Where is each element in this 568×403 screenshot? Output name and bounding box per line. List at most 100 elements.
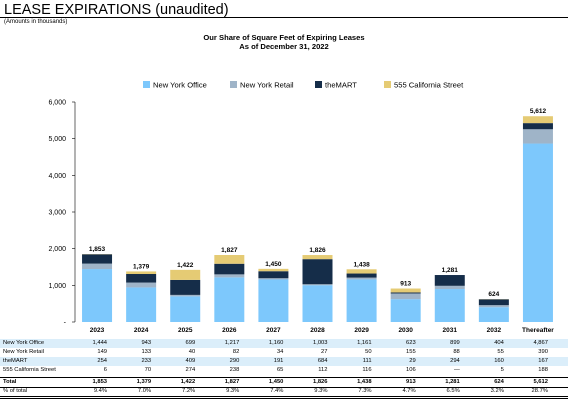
table-percent-row-cell: 4.7% [402, 388, 416, 394]
bar-total-label: 5,612 [530, 108, 547, 115]
legend-swatch-2 [315, 81, 322, 88]
table-total-row-cell: 1,853 [92, 379, 108, 385]
bar-total-label: 1,379 [133, 263, 150, 270]
table-row-cell: 149 [97, 349, 108, 355]
table-row: New York Office 1,444 943 699 1,217 1,160 1,00… [0, 339, 568, 348]
bar-segment-2 [126, 274, 157, 283]
bar-segment-0 [258, 279, 289, 322]
table-row-cell: 191 [273, 358, 284, 364]
x-tick-label: 2024 [134, 327, 149, 334]
table-row-cell: 50 [365, 349, 372, 355]
table-total-row-label: Total [3, 379, 17, 385]
table-row: theMART 254 233 409 290 191 684 111 29 294 160 167 [0, 357, 568, 366]
table-row-cell: 290 [229, 358, 240, 364]
legend-swatch-0 [143, 81, 150, 88]
table-percent-row-cell: 7.4% [270, 388, 284, 394]
bar-segment-2 [170, 279, 201, 295]
bar-total-label: 1,422 [177, 262, 194, 269]
table-row-cell: 254 [97, 358, 108, 364]
legend-swatch-1 [230, 81, 237, 88]
x-tick-label: 2025 [178, 327, 193, 334]
table-total-row: Total 1,853 1,379 1,422 1,827 1,450 1,826 1,438… [0, 377, 568, 388]
table-row-cell: 106 [406, 367, 416, 373]
y-tick-label: - [64, 320, 67, 327]
bar-segment-0 [346, 279, 377, 322]
legend-label-2: theMART [325, 81, 357, 90]
table-row-cell: 40 [188, 349, 196, 355]
page-title: LEASE EXPIRATIONS (unaudited) [4, 2, 229, 18]
table-row-cell: 167 [538, 358, 548, 364]
bar-segment-1 [346, 277, 377, 280]
y-tick-label: 2,000 [48, 246, 66, 253]
x-tick-label: 2032 [487, 327, 502, 334]
table-row-label: 555 California Street [3, 367, 56, 373]
table-total-row-cell: 1,827 [224, 379, 240, 385]
table-row-cell: 65 [276, 367, 284, 373]
table-total-row-cell: 1,379 [136, 379, 152, 385]
bar-total-label: 1,438 [353, 261, 370, 268]
table-row-cell: 112 [318, 367, 328, 373]
bar-segment-0 [390, 299, 421, 322]
bar-segment-2 [82, 254, 113, 264]
bar-segment-1 [478, 305, 509, 308]
table-row-cell: 294 [450, 358, 460, 364]
table-row-cell: 55 [497, 349, 504, 355]
bar-segment-3 [170, 269, 201, 280]
table-row-cell: 155 [406, 349, 416, 355]
bar-segment-2 [302, 259, 333, 285]
legend-label-3: 555 California Street [394, 81, 464, 90]
bar-segment-2 [434, 275, 465, 286]
bar-segment-0 [170, 296, 201, 322]
table-row-cell: 943 [141, 340, 152, 346]
bar-segment-1 [258, 278, 289, 280]
bar-segment-0 [302, 285, 333, 322]
bar-segment-2 [214, 263, 245, 275]
table-percent-row-cell: 9.4% [93, 388, 108, 394]
bar-segment-3 [214, 255, 245, 264]
bar-total-label: 1,281 [442, 267, 459, 274]
table-percent-row-cell: 9.3% [314, 388, 328, 394]
table-row-cell: 274 [185, 367, 196, 373]
bar-segment-3 [390, 288, 421, 293]
bar-total-label: 1,853 [89, 246, 106, 253]
table-row-cell: 238 [229, 367, 240, 373]
table-row-cell: 684 [317, 358, 328, 364]
table-row-cell: 899 [450, 340, 460, 346]
table-percent-row-cell: 7.0% [137, 388, 152, 394]
x-tick-label: 2023 [90, 327, 105, 334]
bar-segment-1 [434, 285, 465, 290]
table-total-row-cell: 1,281 [445, 379, 460, 385]
bar-segment-1 [170, 294, 201, 297]
table-total-row-cell: 913 [406, 379, 416, 385]
table-total-row-cell: 1,826 [312, 379, 328, 385]
table-total-row-cell: 1,438 [357, 379, 372, 385]
bar-segment-2 [346, 273, 377, 278]
bar-segment-1 [126, 282, 157, 288]
table-percent-row-cell: 7.2% [182, 388, 196, 394]
table-row-cell: 4,867 [533, 340, 548, 346]
table-row-cell: 5 [500, 367, 504, 373]
y-tick-label: 3,000 [48, 210, 66, 217]
table-percent-row-cell: 9.3% [226, 388, 240, 394]
bar-segment-0 [82, 269, 113, 322]
table-row-cell: 623 [406, 340, 416, 346]
bar-segment-1 [214, 274, 245, 278]
table-row: 555 California Street 6 70 274 238 65 112 116 10… [0, 366, 568, 375]
legend-swatch-3 [384, 81, 391, 88]
table-row-cell: 1,217 [224, 340, 240, 346]
lease-table: New York Office 1,444 943 699 1,217 1,160 1,00… [0, 339, 568, 401]
y-tick-label: 1,000 [48, 283, 66, 290]
amounts-note: (Amounts in thousands) [4, 19, 68, 25]
x-tick-label: 2026 [222, 327, 237, 334]
bar-segment-1 [390, 293, 421, 300]
bar-segment-3 [258, 268, 289, 272]
table-percent-row-label: % of total [3, 388, 28, 394]
title-rule [0, 17, 568, 18]
y-tick-label: 6,000 [48, 100, 66, 107]
x-tick-label: 2031 [443, 327, 458, 334]
bar-segment-0 [434, 289, 465, 322]
table-row-cell: 699 [185, 340, 196, 346]
table-row-label: New York Retail [3, 349, 44, 355]
table-percent-row-cell: 6.5% [446, 388, 460, 394]
bar-total-label: 1,450 [265, 261, 282, 268]
